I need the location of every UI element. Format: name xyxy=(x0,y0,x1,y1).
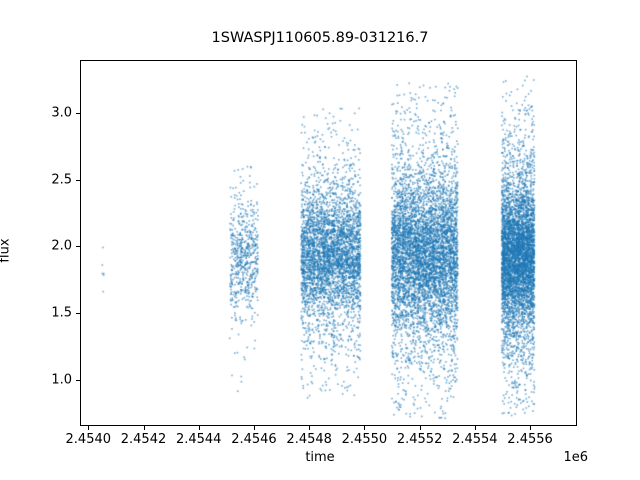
y-tick-mark xyxy=(76,379,80,381)
chart-title: 1SWASPJ110605.89-031216.7 xyxy=(211,30,429,46)
y-tick-label: 1.0 xyxy=(51,372,72,388)
x-tick-mark xyxy=(530,426,532,430)
x-tick-label: 2.4542 xyxy=(120,432,167,447)
x-tick-mark xyxy=(309,426,311,430)
y-axis-tick-labels: 1.0 1.5 2.0 2.5 3.0 xyxy=(0,0,72,480)
x-axis-label: time xyxy=(305,450,335,465)
x-tick-mark xyxy=(253,426,256,430)
y-tick-mark xyxy=(76,112,80,114)
y-tick-mark xyxy=(76,246,80,248)
x-tick-label: 2.4548 xyxy=(286,432,332,447)
y-tick-label: 3.0 xyxy=(51,105,72,121)
x-tick-mark xyxy=(364,426,366,430)
x-tick-mark xyxy=(198,426,200,430)
x-tick-mark xyxy=(88,426,90,430)
y-tick-mark xyxy=(76,313,80,315)
x-tick-label: 2.4550 xyxy=(341,432,388,447)
x-tick-mark xyxy=(419,426,421,430)
y-tick-label: 2.5 xyxy=(51,172,72,188)
y-tick-label: 2.0 xyxy=(51,238,72,254)
x-tick-mark xyxy=(143,426,145,430)
y-tick-label: 1.5 xyxy=(51,305,72,321)
y-axis-label: flux xyxy=(0,238,13,263)
x-tick-label: 2.4546 xyxy=(231,432,277,447)
x-tick-label: 2.4552 xyxy=(396,432,443,447)
x-axis-offset-exponent: 1e6 xyxy=(563,450,588,465)
plot-area xyxy=(80,60,577,426)
x-tick-label: 2.4540 xyxy=(65,432,112,447)
x-tick-label: 2.4556 xyxy=(507,432,553,447)
scatter-points-layer xyxy=(81,61,576,425)
x-tick-label: 2.4554 xyxy=(452,432,498,447)
y-tick-mark xyxy=(76,179,80,181)
x-tick-mark xyxy=(474,426,476,430)
x-tick-label: 2.4544 xyxy=(175,432,222,447)
